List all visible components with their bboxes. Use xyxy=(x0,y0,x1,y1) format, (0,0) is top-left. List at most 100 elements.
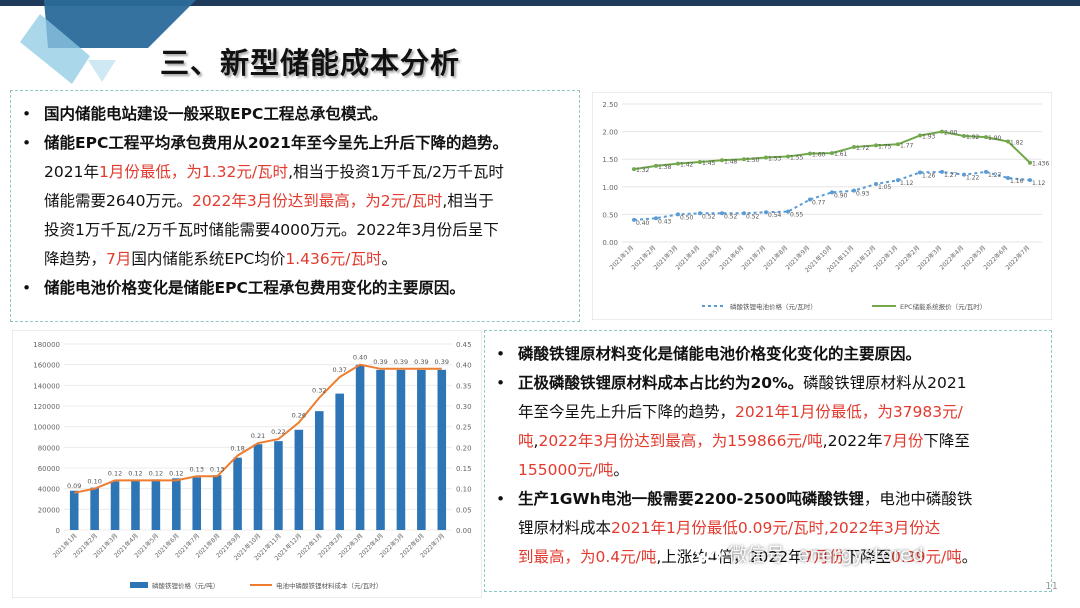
y-tick-label: 0.00 xyxy=(602,239,618,247)
data-label: 0.12 xyxy=(149,469,163,477)
data-label: 0.52 xyxy=(702,213,716,220)
data-point xyxy=(984,135,988,140)
data-label: 1.53 xyxy=(768,156,782,163)
data-label: 0.39 xyxy=(414,358,428,366)
data-label: 0.50 xyxy=(680,214,694,221)
text-segment: 1月份最低，为1.32元/瓦时 xyxy=(98,163,289,181)
data-point xyxy=(632,167,636,172)
data-label: 0.13 xyxy=(189,465,203,473)
data-point xyxy=(896,178,900,183)
y-left-tick-label: 180000 xyxy=(33,341,60,349)
y-right-tick-label: 0.25 xyxy=(456,424,472,432)
data-label: 0.55 xyxy=(790,212,804,219)
bar xyxy=(417,369,426,530)
text-segment: 0.39元/吨 xyxy=(891,548,962,566)
data-label: 1.48 xyxy=(724,158,738,165)
text-segment: 投资1万千瓦/2万千瓦时储能需要4000万元。2022年3月份后呈下 xyxy=(44,221,499,239)
text-segment: 锂原材料成本 xyxy=(518,519,612,537)
data-label: 1.60 xyxy=(812,152,826,159)
y-right-tick-label: 0.35 xyxy=(456,382,472,390)
text-segment: 。 xyxy=(613,461,629,479)
data-point xyxy=(1006,139,1010,144)
data-point xyxy=(830,151,834,156)
data-label: 1.32 xyxy=(636,167,650,174)
text-segment: 7月份 xyxy=(882,432,924,450)
text-segment: 2021年1月份最低，为37983元/ xyxy=(735,403,963,421)
text-segment: 。 xyxy=(961,548,978,566)
y-left-tick-label: 40000 xyxy=(38,486,60,494)
data-label: 1.82 xyxy=(1010,140,1024,147)
data-label: 1.50 xyxy=(746,157,760,164)
bullet-line: 155000元/吨。 xyxy=(488,456,977,485)
text-segment: 吨 xyxy=(518,432,534,450)
data-point xyxy=(698,211,702,216)
y-right-tick-label: 0.20 xyxy=(456,444,472,452)
legend-swatch xyxy=(130,582,148,588)
bullet-line: • 生产1GWh电池一般需要2200-2500吨磷酸铁锂，电池中磷酸铁 xyxy=(488,485,977,514)
bar xyxy=(90,487,99,530)
text-segment: 储能需要2640万元。 xyxy=(44,192,192,210)
data-label: 0.18 xyxy=(230,445,244,453)
data-label: 1.27 xyxy=(944,172,958,179)
text-segment: 7月份 xyxy=(803,548,845,566)
data-point xyxy=(786,154,790,159)
bullet-line: 到最高，为0.4元/吨,上涨约4倍，2022年7月份下降至0.39元/吨。 xyxy=(488,543,977,572)
bullet-line: • 正极磷酸铁锂原材料成本占比约为20%。磷酸铁锂原材料从2021 xyxy=(488,369,977,398)
data-point xyxy=(742,211,746,216)
data-label: 2.00 xyxy=(944,130,958,137)
bar xyxy=(131,480,140,530)
data-point xyxy=(786,209,790,214)
bar xyxy=(192,477,202,530)
bullet-line: 储能需要2640万元。2022年3月份达到最高，为2元/瓦时,相当于 xyxy=(14,187,508,216)
y-right-tick-label: 0.10 xyxy=(456,486,472,494)
y-tick-label: 0.50 xyxy=(602,211,618,219)
y-right-tick-label: 0.30 xyxy=(456,403,472,411)
text-segment: 2022年3月份达到最高，为159866元/吨 xyxy=(538,432,823,450)
data-label: 0.10 xyxy=(87,478,101,486)
text-segment: 最低0.09元/瓦时,2022年3月份达 xyxy=(706,519,941,537)
bar xyxy=(355,364,365,530)
text-segment: 2021年 xyxy=(44,163,99,181)
text-segment: 到最高，为0.4元/吨 xyxy=(518,548,657,566)
y-left-tick-label: 160000 xyxy=(33,362,60,370)
data-point xyxy=(830,190,834,195)
data-point xyxy=(1028,178,1032,183)
top-bar xyxy=(0,0,1080,6)
bullet-line: 年至今呈先上升后下降的趋势，2021年1月份最低，为37983元/ xyxy=(488,398,977,427)
data-point xyxy=(874,182,878,187)
data-point xyxy=(632,217,636,222)
y-left-tick-label: 80000 xyxy=(38,444,60,452)
text-segment: , xyxy=(533,432,539,450)
data-point xyxy=(720,211,724,216)
bullet-line: 2021年1月份最低，为1.32元/瓦时,相当于投资1万千瓦/2万千瓦时 xyxy=(14,158,508,187)
page-title: 三、新型储能成本分析 xyxy=(160,46,461,80)
data-label: 1.72 xyxy=(856,145,870,152)
bar xyxy=(437,369,447,530)
data-label: 0.39 xyxy=(394,358,408,366)
data-point xyxy=(764,210,768,215)
data-point xyxy=(918,133,922,138)
text-segment: ,上涨约4倍，2022年 xyxy=(656,548,804,566)
bullet-line: • 储能EPC工程平均承包费用从2021年至今呈先上升后下降的趋势。 xyxy=(14,129,508,158)
y-left-tick-label: 20000 xyxy=(38,506,60,514)
text-segment: ,相当于 xyxy=(442,192,494,210)
data-label: 0.39 xyxy=(373,358,387,366)
text-segment: 磷酸铁锂原材料从2021 xyxy=(803,374,967,392)
data-label: 0.13 xyxy=(210,465,224,473)
data-label: 1.16 xyxy=(1010,178,1024,185)
data-label: 1.12 xyxy=(1032,180,1046,187)
text-segment: ,相当于投资1万千瓦/2万千瓦时 xyxy=(288,163,504,181)
data-point xyxy=(808,151,812,156)
data-label: 1.77 xyxy=(900,142,914,149)
corner-decoration xyxy=(20,0,196,84)
bar xyxy=(212,475,222,530)
data-label: 0.90 xyxy=(834,192,848,199)
data-label: 0.12 xyxy=(169,469,183,477)
bar xyxy=(151,479,161,530)
data-label: 1.90 xyxy=(988,135,1002,142)
data-label: 0.12 xyxy=(128,469,142,477)
data-point xyxy=(962,172,966,177)
data-label: 1.42 xyxy=(680,162,694,169)
bullet-line: 降趋势，7月国内储能系统EPC均价1.436元/瓦时。 xyxy=(14,245,508,274)
data-label: 1.22 xyxy=(966,175,980,182)
